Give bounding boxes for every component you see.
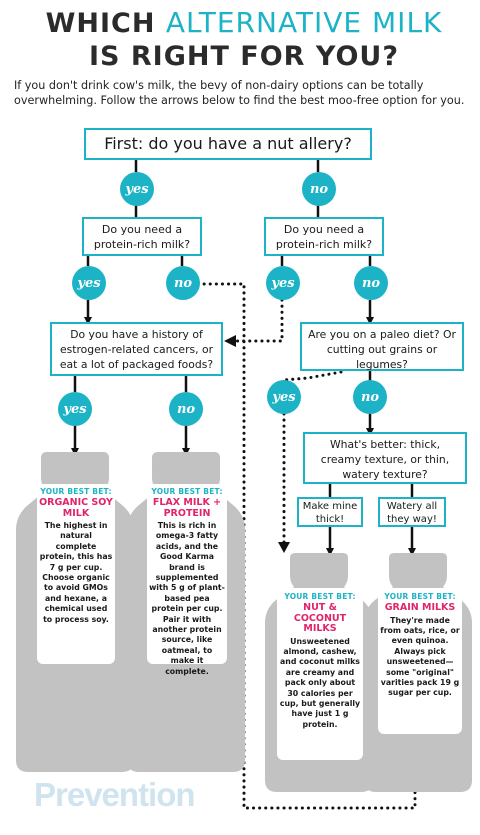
question-text: What's better: thick, creamy texture, or… xyxy=(320,438,450,481)
question-nut-allergy: First: do you have a nut allery? xyxy=(84,128,372,160)
question-paleo: Are you on a paleo diet? Or cutting out … xyxy=(300,322,464,371)
bubble-yes: yes xyxy=(58,392,92,426)
milk-name: FLAX MILK + PROTEIN xyxy=(152,497,222,519)
question-text: First: do you have a nut allery? xyxy=(104,134,352,153)
bottle-label-panel xyxy=(277,588,363,760)
dotted-connector xyxy=(196,282,417,810)
milk-name: NUT & COCONUT MILKS xyxy=(293,602,347,634)
bubble-no: no xyxy=(302,172,336,206)
milk-description: The highest in natural complete protein,… xyxy=(39,521,113,624)
bottle-label-panel xyxy=(37,484,115,664)
choice-thin: Watery all they way! xyxy=(378,497,446,527)
question-text: Are you on a paleo diet? Or cutting out … xyxy=(308,328,456,371)
milk-description: This is rich in omega-3 fatty acids, and… xyxy=(149,521,225,676)
bubble-label: yes xyxy=(63,401,87,417)
bottle-soy: YOUR BEST BET: ORGANIC SOY MILK The high… xyxy=(39,487,113,625)
title-line1-b: ALTERNATIVE MILK xyxy=(165,6,443,39)
best-bet-label: YOUR BEST BET: xyxy=(384,592,456,601)
bubble-yes: yes xyxy=(267,380,301,414)
choice-text: Make mine thick! xyxy=(302,501,358,525)
question-protein-left: Do you need a protein-rich milk? xyxy=(82,217,202,256)
bubble-label: yes xyxy=(77,275,101,291)
bottle-flax: YOUR BEST BET: FLAX MILK + PROTEIN This … xyxy=(149,487,225,677)
intro-text: If you don't drink cow's milk, the bevy … xyxy=(14,79,465,107)
bottle-label-panel xyxy=(147,484,227,664)
bottle-nut-coconut: YOUR BEST BET: NUT & COCONUT MILKS Unswe… xyxy=(279,592,361,730)
milk-description: Unsweetened almond, cashew, and coconut … xyxy=(279,636,361,729)
bubble-label: no xyxy=(361,275,381,291)
question-text: Do you need a protein-rich milk? xyxy=(93,223,191,251)
title-line2: IS RIGHT FOR YOU? xyxy=(88,41,400,72)
bottle-grain: YOUR BEST BET: GRAIN MILKS They're made … xyxy=(380,592,460,699)
arrowhead xyxy=(278,542,290,553)
best-bet-label: YOUR BEST BET: xyxy=(151,487,223,496)
bubble-no: no xyxy=(354,266,388,300)
arrowhead xyxy=(224,335,236,347)
question-estrogen: Do you have a history of estrogen-relate… xyxy=(50,322,223,376)
prevention-logo: Prevention xyxy=(34,776,196,813)
choice-thick: Make mine thick! xyxy=(297,497,363,527)
page-title: WHICH ALTERNATIVE MILK IS RIGHT FOR YOU? xyxy=(14,6,474,72)
bubble-label: yes xyxy=(125,181,149,197)
bubble-no: no xyxy=(166,266,200,300)
bubble-label: no xyxy=(360,389,380,405)
bubble-yes: yes xyxy=(120,172,154,206)
bottle-label-panel xyxy=(378,588,462,734)
dotted-connector xyxy=(232,298,284,343)
dotted-connector xyxy=(282,370,343,546)
best-bet-label: YOUR BEST BET: xyxy=(40,487,112,496)
question-texture: What's better: thick, creamy texture, or… xyxy=(303,432,467,484)
milk-name: ORGANIC SOY MILK xyxy=(39,497,113,519)
bubble-yes: yes xyxy=(266,266,300,300)
title-line1-a: WHICH xyxy=(45,8,166,39)
best-bet-label: YOUR BEST BET: xyxy=(284,592,356,601)
question-text: Do you need a protein-rich milk? xyxy=(275,223,373,251)
bubble-label: yes xyxy=(272,389,296,405)
bubble-label: no xyxy=(309,181,329,197)
question-protein-right: Do you need a protein-rich milk? xyxy=(264,217,384,256)
bubble-no: no xyxy=(353,380,387,414)
question-text: Do you have a history of estrogen-relate… xyxy=(59,328,214,371)
bubble-no: no xyxy=(169,392,203,426)
bubble-label: yes xyxy=(271,275,295,291)
bubble-label: no xyxy=(173,275,193,291)
choice-text: Watery all they way! xyxy=(386,501,438,525)
milk-description: They're made from oats, rice, or even qu… xyxy=(380,615,460,698)
bubble-yes: yes xyxy=(72,266,106,300)
milk-name: GRAIN MILKS xyxy=(384,602,456,613)
bubble-label: no xyxy=(176,401,196,417)
